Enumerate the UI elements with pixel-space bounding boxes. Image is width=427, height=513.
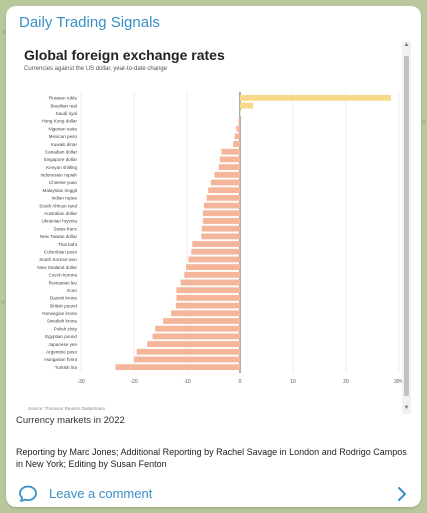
chart-source: Source: Thomson Reuters Datastream bbox=[28, 406, 105, 411]
category-label: New Zealand dollar bbox=[37, 265, 77, 270]
bar bbox=[155, 325, 240, 332]
category-label: Indonesian rupiah bbox=[40, 173, 77, 178]
category-label: Egyptian pound bbox=[45, 334, 77, 339]
x-tick-label: 30% bbox=[394, 379, 405, 385]
bar bbox=[152, 333, 240, 340]
category-label: Kuwaiti dinar bbox=[51, 142, 78, 147]
bar bbox=[192, 241, 240, 247]
category-label: Swiss franc bbox=[54, 226, 78, 231]
category-label: New Taiwan dollar bbox=[40, 234, 78, 239]
category-label: Russian ruble bbox=[49, 96, 78, 101]
bar bbox=[184, 271, 240, 278]
bar bbox=[236, 125, 240, 132]
bar bbox=[218, 164, 240, 171]
category-label: Romanian leu bbox=[49, 280, 78, 285]
background-pattern bbox=[2, 30, 6, 34]
scrollbar-thumb[interactable] bbox=[404, 56, 409, 396]
bar-chart: -30 -20 -10 0 10 20 30% Russian ruble Brazilian … bbox=[37, 92, 405, 385]
category-label: Hong Kong dollar bbox=[42, 119, 78, 124]
bar bbox=[202, 218, 240, 224]
bar bbox=[221, 148, 240, 155]
category-label: Japanese yen bbox=[48, 342, 77, 347]
category-label: Czech koruna bbox=[49, 273, 78, 278]
category-label: Argentine peso bbox=[46, 350, 77, 355]
bar bbox=[233, 141, 240, 147]
x-tick-label: -10 bbox=[183, 379, 190, 385]
category-label: Euro bbox=[67, 288, 77, 293]
category-label: Colombian peso bbox=[44, 249, 78, 254]
post-card: Daily Trading Signals Global foreign exc… bbox=[6, 6, 421, 507]
category-label: Indian rupee bbox=[51, 196, 77, 201]
category-label: Danish krone bbox=[50, 296, 78, 301]
bar bbox=[240, 110, 241, 117]
category-label: Norwegian krone bbox=[42, 311, 77, 316]
category-label: Ukrainian hryvnia bbox=[42, 219, 78, 224]
x-tick-label: 10 bbox=[290, 379, 296, 385]
x-tick-label: -20 bbox=[130, 379, 137, 385]
scroll-up-icon[interactable]: ▲ bbox=[403, 42, 410, 48]
bar bbox=[214, 171, 240, 178]
chevron-right-icon[interactable] bbox=[396, 486, 408, 502]
category-label: Malaysian ringgit bbox=[43, 188, 78, 193]
bar bbox=[176, 287, 240, 294]
category-label: Chinese yuan bbox=[49, 180, 78, 185]
category-label: Brazilian real bbox=[50, 103, 77, 108]
category-label: Kenyan shilling bbox=[46, 165, 77, 170]
category-label: Mexican peso bbox=[49, 134, 78, 139]
category-label: Turkish lira bbox=[55, 365, 78, 370]
bar bbox=[176, 294, 240, 301]
category-label: British pound bbox=[50, 303, 77, 308]
category-label: Saudi riyal bbox=[56, 111, 77, 116]
category-label: Canadian dollar bbox=[45, 149, 78, 154]
bar bbox=[171, 310, 240, 317]
bar bbox=[185, 264, 240, 271]
category-label: Swedish krona bbox=[47, 319, 78, 324]
chart-subtitle: Currencies against the US dollar, year-t… bbox=[24, 66, 168, 72]
post-body: Reporting by Marc Jones; Additional Repo… bbox=[16, 447, 407, 469]
bar bbox=[191, 248, 240, 255]
bar bbox=[175, 302, 240, 309]
bar bbox=[203, 202, 240, 209]
category-label: Singapore dollar bbox=[44, 157, 78, 162]
channel-title[interactable]: Daily Trading Signals bbox=[19, 14, 160, 31]
bar bbox=[234, 133, 240, 140]
bar bbox=[134, 356, 240, 363]
category-label: Australian dollar bbox=[44, 211, 77, 216]
x-tick-label: -30 bbox=[77, 379, 84, 385]
post-image[interactable]: Global foreign exchange rates Currencies… bbox=[16, 41, 416, 414]
bar bbox=[163, 318, 240, 324]
bar bbox=[201, 233, 240, 240]
background-pattern bbox=[422, 120, 426, 124]
bar bbox=[240, 94, 392, 101]
x-tick-label: 0 bbox=[239, 379, 242, 385]
bar bbox=[188, 256, 240, 263]
bar bbox=[210, 179, 240, 186]
image-caption: Currency markets in 2022 bbox=[16, 415, 125, 426]
category-label: South African rand bbox=[39, 203, 77, 208]
bar bbox=[240, 102, 254, 109]
bar bbox=[219, 156, 240, 163]
bar bbox=[206, 194, 240, 201]
chart-title: Global foreign exchange rates bbox=[24, 47, 225, 63]
bar bbox=[180, 279, 240, 286]
comment-bubble-icon bbox=[19, 485, 37, 502]
leave-comment-button[interactable]: Leave a comment bbox=[6, 480, 421, 507]
category-label: Thai baht bbox=[58, 242, 78, 247]
leave-comment-label: Leave a comment bbox=[49, 486, 153, 501]
category-label: Polish zloty bbox=[54, 326, 78, 331]
bar bbox=[147, 341, 240, 347]
bar bbox=[202, 210, 240, 217]
bar bbox=[201, 225, 240, 232]
bar bbox=[136, 348, 240, 355]
background-pattern bbox=[1, 300, 5, 304]
scroll-down-icon[interactable]: ▼ bbox=[403, 405, 410, 411]
bar bbox=[208, 187, 240, 194]
category-label: Nigerian naira bbox=[48, 126, 77, 131]
bar bbox=[238, 118, 240, 124]
bar bbox=[115, 364, 240, 371]
category-label: South Korean won bbox=[39, 257, 77, 262]
category-label: Hungarian forint bbox=[44, 357, 77, 362]
x-tick-label: 20 bbox=[343, 379, 349, 385]
